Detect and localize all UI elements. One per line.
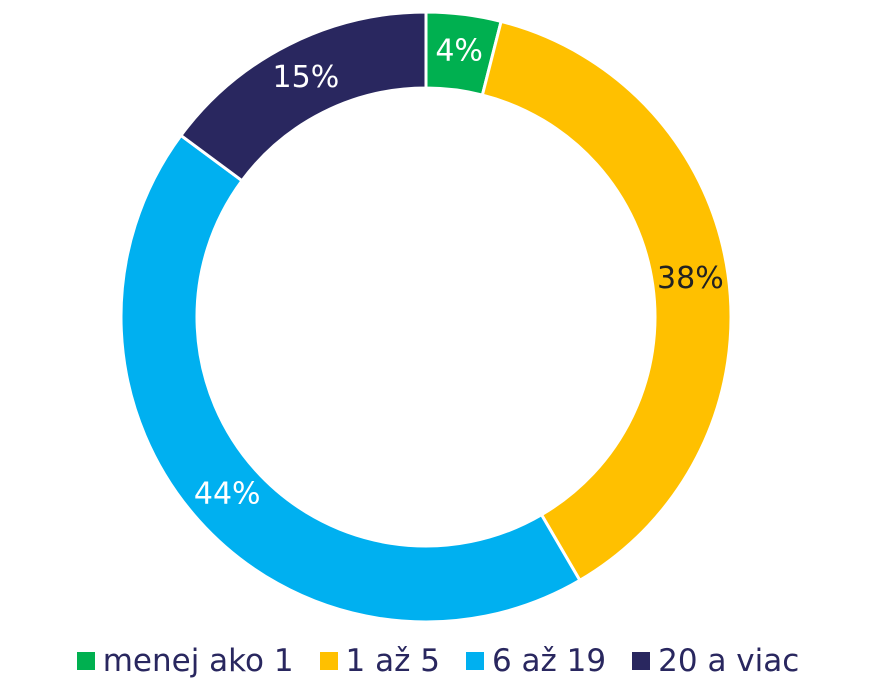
data-label: 44% [194,477,261,512]
legend-item: menej ako 1 [76,643,294,679]
legend-label: menej ako 1 [102,643,294,679]
legend: menej ako 1 1 až 5 6 až 19 20 a viac [0,636,876,683]
donut-segment [480,19,733,583]
legend-item: 6 až 19 [465,643,607,679]
legend-swatch [319,652,338,670]
legend-swatch [465,652,484,670]
data-label: 38% [657,261,724,296]
legend-item: 1 až 5 [319,643,440,679]
data-label: 4% [435,34,483,69]
legend-label: 1 až 5 [345,643,440,679]
data-label: 15% [273,60,340,95]
legend-label: 6 až 19 [491,643,607,679]
legend-swatch [632,652,651,670]
plot: 4% 38% 44% 15% [119,10,733,624]
donut-segment [178,10,428,183]
donut-segment [119,133,582,624]
legend-label: 20 a viac [658,643,800,679]
legend-swatch [76,652,95,670]
legend-item: 20 a viac [632,643,799,679]
